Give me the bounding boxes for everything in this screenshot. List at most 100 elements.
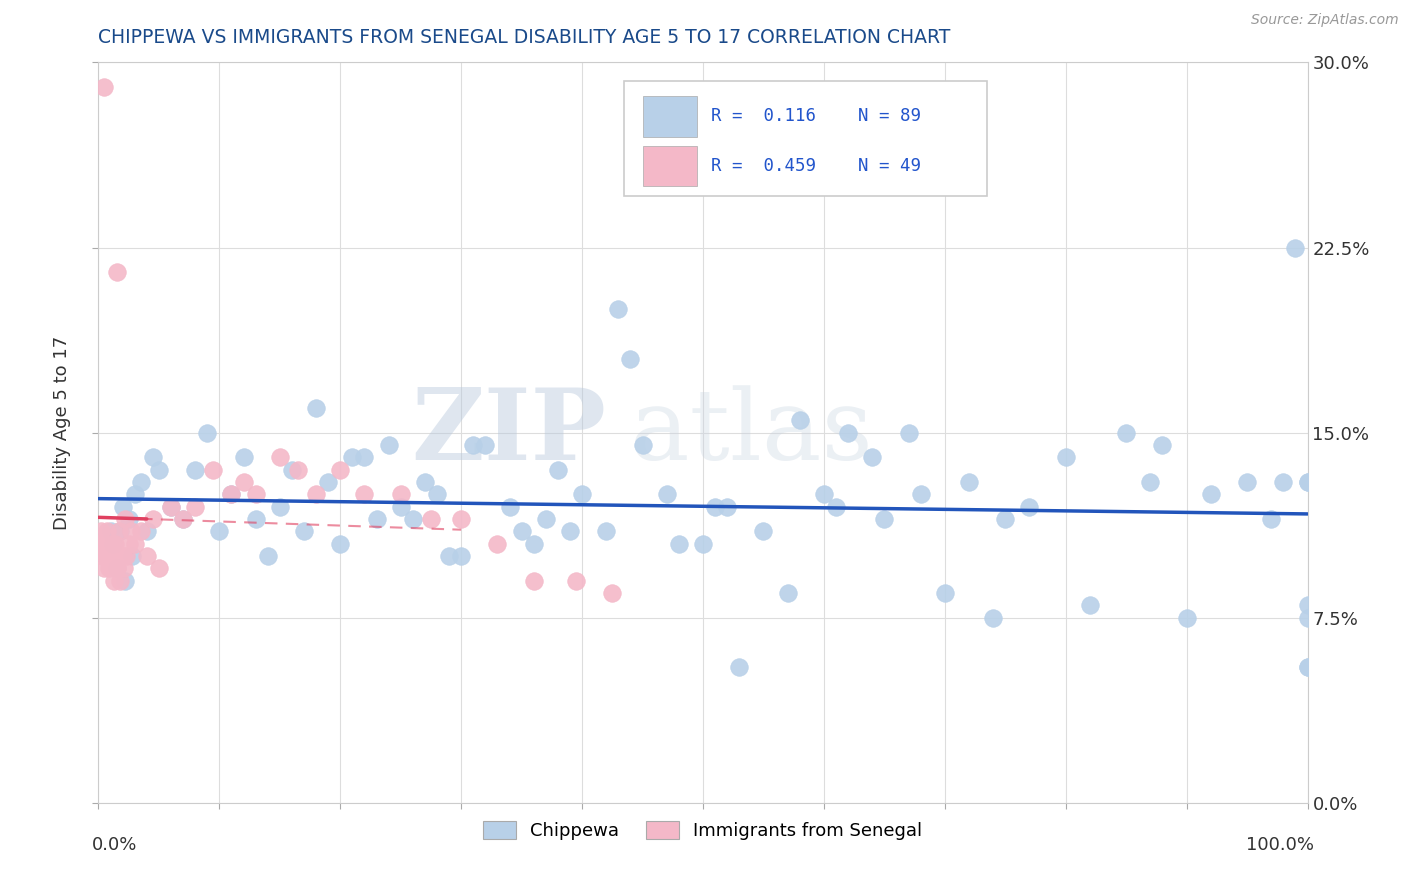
Point — [93, 80, 115, 95]
Text: R =  0.116    N = 89: R = 0.116 N = 89 — [711, 108, 921, 126]
Point — [105, 561, 128, 575]
Point — [1078, 599, 1101, 613]
Point — [981, 610, 1004, 624]
Point — [100, 536, 122, 550]
Point — [510, 524, 533, 539]
Point — [111, 549, 134, 563]
Point — [94, 549, 117, 563]
Point — [245, 512, 267, 526]
Point — [486, 536, 509, 550]
Point — [96, 524, 118, 539]
FancyBboxPatch shape — [624, 81, 987, 195]
Point — [534, 512, 557, 526]
Bar — [643, 96, 697, 136]
Point — [90, 524, 112, 539]
Point — [232, 450, 254, 465]
Point — [91, 549, 114, 563]
Point — [245, 487, 267, 501]
Point — [148, 561, 170, 575]
Point — [1260, 512, 1282, 526]
Point — [135, 549, 157, 563]
Point — [1296, 475, 1319, 489]
Point — [1175, 610, 1198, 624]
Point — [221, 487, 243, 501]
Point — [101, 536, 124, 550]
Point — [1272, 475, 1295, 489]
Point — [897, 425, 920, 440]
Point — [269, 500, 291, 514]
Point — [202, 462, 225, 476]
Y-axis label: Disability Age 5 to 17: Disability Age 5 to 17 — [53, 335, 72, 530]
Point — [619, 351, 641, 366]
Point — [232, 475, 254, 489]
Point — [692, 536, 714, 550]
Legend: Chippewa, Immigrants from Senegal: Chippewa, Immigrants from Senegal — [474, 813, 932, 849]
Point — [172, 512, 194, 526]
Point — [353, 450, 375, 465]
Point — [105, 561, 128, 575]
Point — [91, 536, 114, 550]
Point — [1199, 487, 1222, 501]
Point — [789, 413, 811, 427]
Point — [728, 660, 751, 674]
Point — [118, 512, 141, 526]
Point — [837, 425, 859, 440]
Point — [110, 549, 132, 563]
Point — [120, 524, 142, 539]
Point — [108, 574, 131, 588]
Point — [287, 462, 309, 476]
Point — [523, 536, 546, 550]
Point — [98, 561, 121, 575]
Point — [450, 512, 472, 526]
Point — [463, 438, 485, 452]
Point — [129, 524, 152, 539]
Point — [1115, 425, 1137, 440]
Point — [1284, 240, 1306, 255]
Point — [305, 487, 328, 501]
Point — [1054, 450, 1077, 465]
Point — [860, 450, 883, 465]
Point — [184, 500, 207, 514]
Point — [114, 574, 136, 588]
Point — [111, 500, 134, 514]
Point — [1018, 500, 1040, 514]
Point — [873, 512, 896, 526]
Point — [104, 536, 127, 550]
Point — [547, 462, 569, 476]
Point — [269, 450, 291, 465]
Point — [105, 265, 128, 279]
Point — [377, 438, 399, 452]
Point — [97, 549, 120, 563]
Point — [121, 549, 143, 563]
Point — [571, 487, 593, 501]
Point — [413, 475, 436, 489]
Point — [776, 586, 799, 600]
Point — [474, 438, 496, 452]
Point — [389, 487, 412, 501]
Point — [437, 549, 460, 563]
Point — [910, 487, 932, 501]
Point — [602, 586, 624, 600]
Point — [595, 524, 617, 539]
Point — [184, 462, 207, 476]
Point — [825, 500, 848, 514]
Point — [148, 462, 170, 476]
Point — [221, 487, 243, 501]
Point — [100, 524, 122, 539]
Point — [135, 524, 157, 539]
Point — [994, 512, 1017, 526]
Point — [329, 536, 352, 550]
Point — [114, 512, 136, 526]
Point — [100, 549, 122, 563]
Point — [172, 512, 194, 526]
Point — [402, 512, 425, 526]
Point — [112, 561, 135, 575]
Point — [107, 549, 129, 563]
Point — [1152, 438, 1174, 452]
Point — [108, 524, 131, 539]
Text: 0.0%: 0.0% — [93, 836, 138, 855]
Point — [316, 475, 339, 489]
Point — [1296, 660, 1319, 674]
Point — [558, 524, 581, 539]
Point — [813, 487, 835, 501]
